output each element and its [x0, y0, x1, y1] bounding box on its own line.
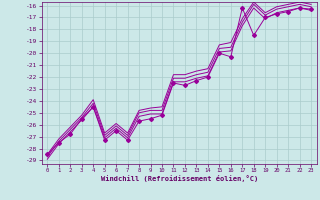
X-axis label: Windchill (Refroidissement éolien,°C): Windchill (Refroidissement éolien,°C) [100, 175, 258, 182]
